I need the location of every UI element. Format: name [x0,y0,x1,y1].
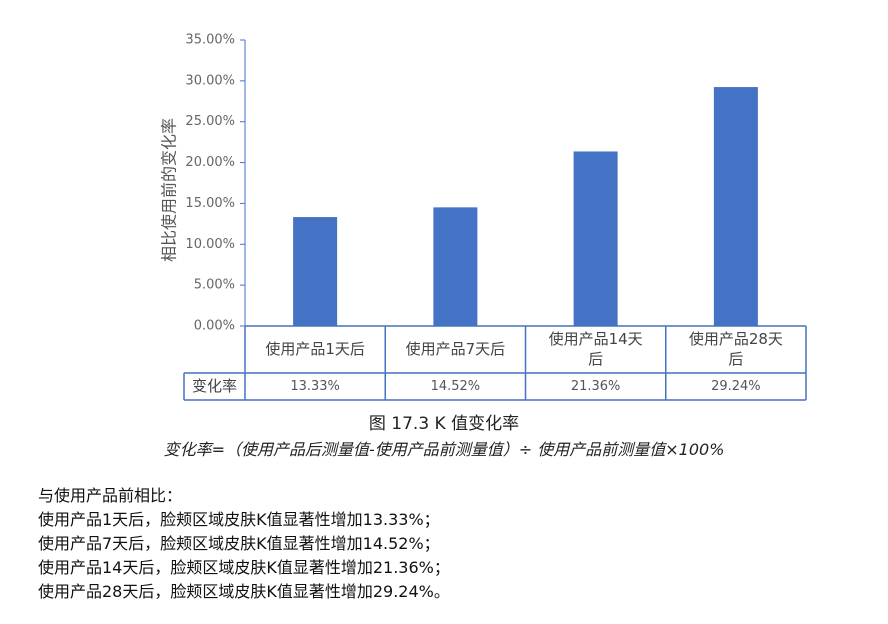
y-tick-label: 0.00% [194,319,235,334]
category-label: 使用产品1天后 [265,340,365,358]
table-row-label: 变化率 [192,377,237,395]
y-tick-label: 5.00% [194,278,235,293]
category-label: 后 [728,350,743,368]
y-tick-label: 30.00% [185,73,235,88]
y-axis-label: 相比使用前的变化率 [160,118,179,262]
y-tick-label: 10.00% [185,237,235,252]
bar-chart: 0.00% 5.00% 10.00% 15.00% 20.00% 25.00% 30.00%… [160,33,807,401]
bar [433,207,478,326]
summary-line-4: 使用产品28天后，脸颊区域皮肤K值显著性增加29.24%。 [38,582,450,601]
summary-line-3: 使用产品14天后，脸颊区域皮肤K值显著性增加21.36%； [38,558,450,577]
formula-note: 变化率=（使用产品后测量值-使用产品前测量值）÷ 使用产品前测量值×100% [163,440,725,459]
summary-text: 与使用产品前相比： 使用产品1天后，脸颊区域皮肤K值显著性增加13.33%； 使… [38,484,450,604]
bar [573,151,618,326]
category-label: 使用产品14天 [549,330,643,348]
bar [713,87,758,326]
summary-intro: 与使用产品前相比： [38,486,183,505]
summary-line-2: 使用产品7天后，脸颊区域皮肤K值显著性增加14.52%； [38,534,440,553]
y-tick-label: 35.00% [185,33,235,48]
bars [293,87,758,326]
y-tick-label: 15.00% [185,196,235,211]
y-tick-label: 20.00% [185,155,235,170]
figure-caption: 图 17.3 K 值变化率 [368,414,520,434]
data-label: 13.33% [290,379,340,394]
data-label: 14.52% [431,379,481,394]
category-label: 后 [588,350,603,368]
y-tick-label: 25.00% [185,114,235,129]
y-axis: 0.00% 5.00% 10.00% 15.00% 20.00% 25.00% 30.00%… [185,33,246,334]
summary-line-1: 使用产品1天后，脸颊区域皮肤K值显著性增加13.33%； [38,510,440,529]
data-label: 29.24% [711,379,761,394]
data-label: 21.36% [571,379,621,394]
category-label: 使用产品28天 [689,330,783,348]
bar [293,217,338,326]
category-label: 使用产品7天后 [406,340,506,358]
